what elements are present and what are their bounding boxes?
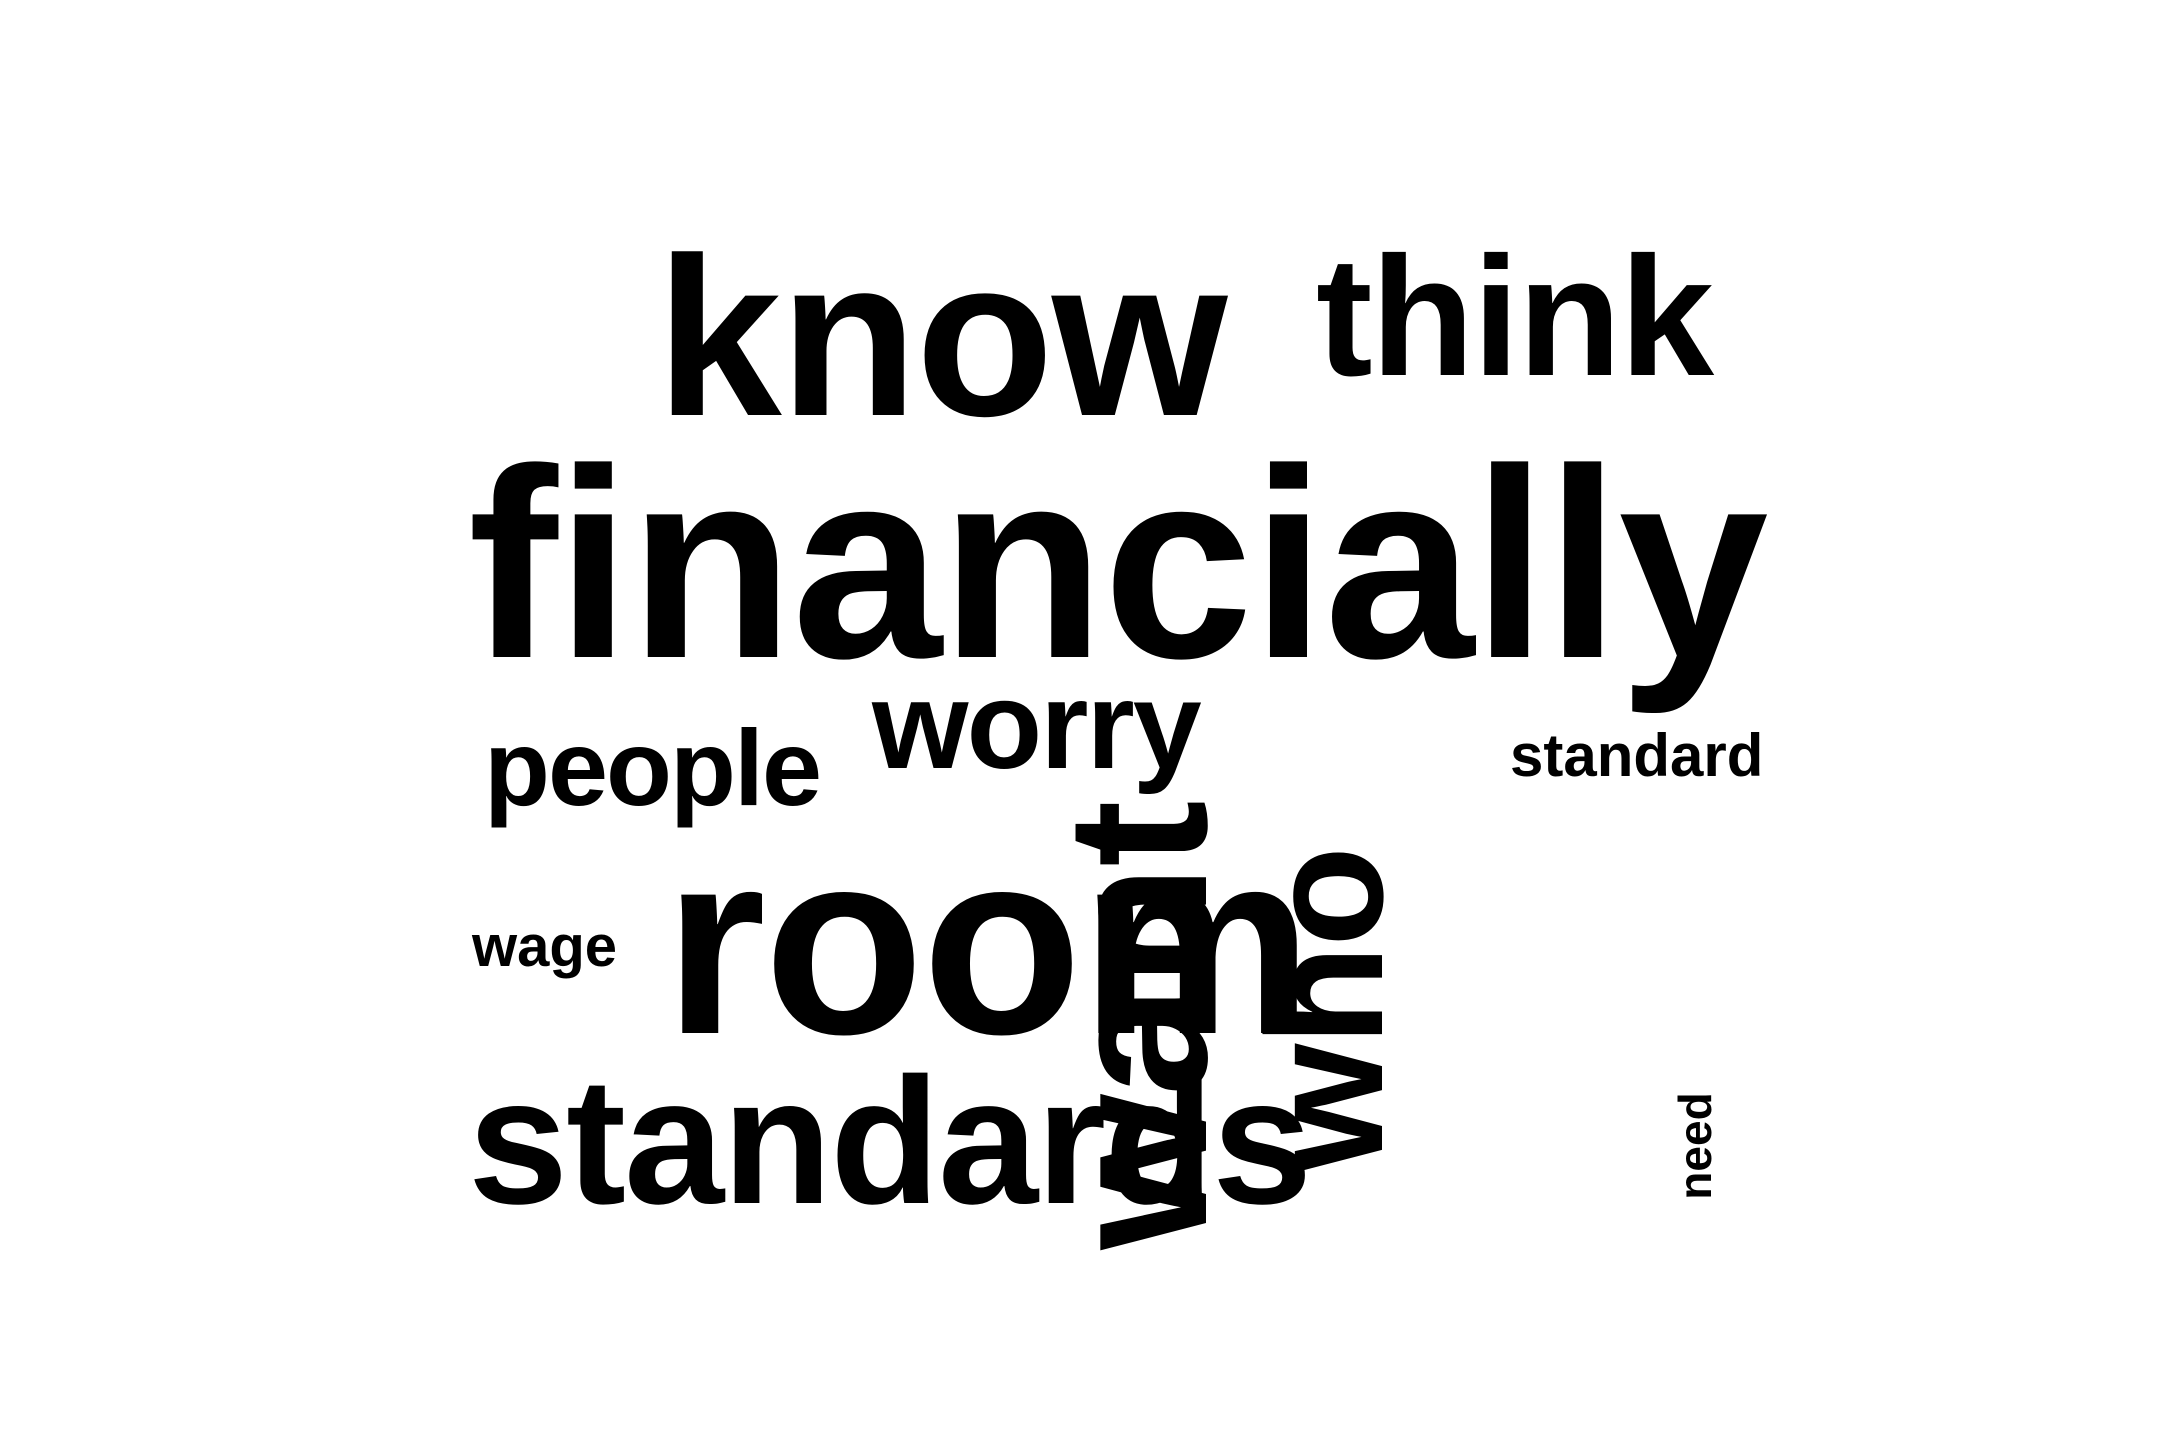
word-need: need <box>1669 1092 1721 1200</box>
word-think: think <box>1316 222 1714 412</box>
word-financially: financially <box>468 414 1768 715</box>
word-standard: standard <box>1510 722 1764 789</box>
word-wage: wage <box>472 914 618 979</box>
word-room: room <box>664 796 1313 1089</box>
word-worry: worry <box>872 657 1202 795</box>
word-people: people <box>484 707 822 828</box>
word-know: know <box>656 210 1228 463</box>
word-standards: standards <box>468 1041 1312 1242</box>
word-want: want <box>1026 802 1249 1250</box>
word-who: who <box>1233 848 1417 1172</box>
